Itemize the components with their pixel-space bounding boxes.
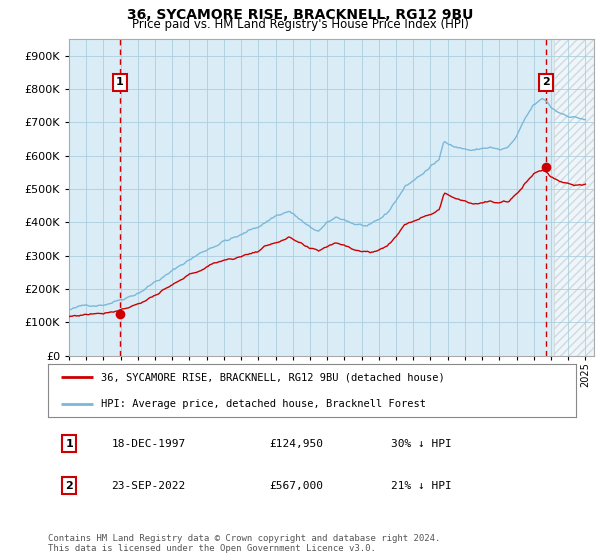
Text: 36, SYCAMORE RISE, BRACKNELL, RG12 9BU: 36, SYCAMORE RISE, BRACKNELL, RG12 9BU (127, 8, 473, 22)
Text: 1: 1 (65, 439, 73, 449)
Text: 36, SYCAMORE RISE, BRACKNELL, RG12 9BU (detached house): 36, SYCAMORE RISE, BRACKNELL, RG12 9BU (… (101, 372, 445, 382)
Text: 18-DEC-1997: 18-DEC-1997 (112, 439, 185, 449)
Bar (554, 39, 594, 356)
Text: 2: 2 (65, 481, 73, 491)
Text: 30% ↓ HPI: 30% ↓ HPI (391, 439, 452, 449)
Text: £567,000: £567,000 (270, 481, 324, 491)
Text: Contains HM Land Registry data © Crown copyright and database right 2024.
This d: Contains HM Land Registry data © Crown c… (48, 534, 440, 553)
Text: 1: 1 (116, 77, 124, 87)
Text: Price paid vs. HM Land Registry's House Price Index (HPI): Price paid vs. HM Land Registry's House … (131, 18, 469, 31)
Text: 21% ↓ HPI: 21% ↓ HPI (391, 481, 452, 491)
Text: 2: 2 (542, 77, 550, 87)
Text: £124,950: £124,950 (270, 439, 324, 449)
Text: HPI: Average price, detached house, Bracknell Forest: HPI: Average price, detached house, Brac… (101, 399, 426, 409)
Text: 23-SEP-2022: 23-SEP-2022 (112, 481, 185, 491)
